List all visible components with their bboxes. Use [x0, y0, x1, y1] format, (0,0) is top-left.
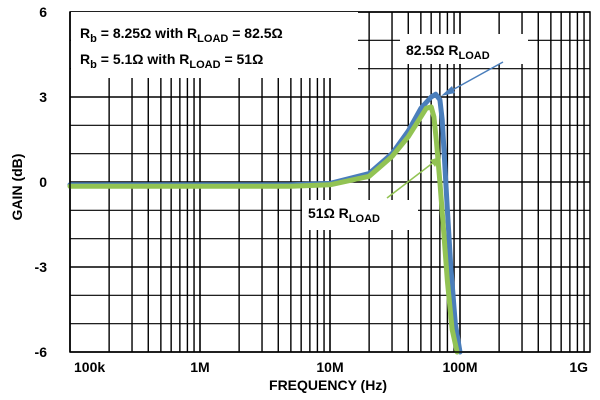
- y-tick-label: 6: [39, 4, 47, 20]
- legend-entry-2: Rb = 5.1Ω with RLOAD = 51Ω: [80, 51, 263, 71]
- legend-entry-1: Rb = 8.25Ω with RLOAD = 82.5Ω: [80, 25, 283, 45]
- x-tick-label: 10M: [316, 359, 343, 375]
- x-tick-label: 1G: [569, 359, 588, 375]
- x-tick-label: 100M: [442, 359, 477, 375]
- y-axis-title: GAIN (dB): [9, 154, 25, 221]
- y-tick-label: 3: [39, 89, 47, 105]
- annotation-arrow-51: [386, 161, 435, 199]
- x-tick-label: 1M: [190, 359, 209, 375]
- x-axis-title: FREQUENCY (Hz): [269, 377, 387, 393]
- annotation-arrowhead-51: [430, 157, 440, 167]
- annotation-arrowhead-82-5: [441, 86, 455, 96]
- y-tick-label: 0: [39, 174, 47, 190]
- annotation-arrow-82-5: [446, 61, 504, 94]
- y-tick-label: -3: [35, 259, 48, 275]
- annotation-box-82-5: [400, 34, 528, 64]
- x-tick-label: 100k: [74, 359, 105, 375]
- series-layer: [67, 91, 463, 355]
- series-line-2: [67, 104, 460, 355]
- tick-labels: 100k 1M 10M 100M 1G 6 3 0 -3 -6: [35, 4, 589, 375]
- y-tick-label: -6: [35, 344, 48, 360]
- legend-box: [71, 12, 358, 78]
- annotation-51-load: 51Ω RLOAD: [308, 205, 380, 225]
- annotation-box-51: [302, 200, 418, 230]
- annotation-82-5-load: 82.5Ω RLOAD: [406, 42, 490, 62]
